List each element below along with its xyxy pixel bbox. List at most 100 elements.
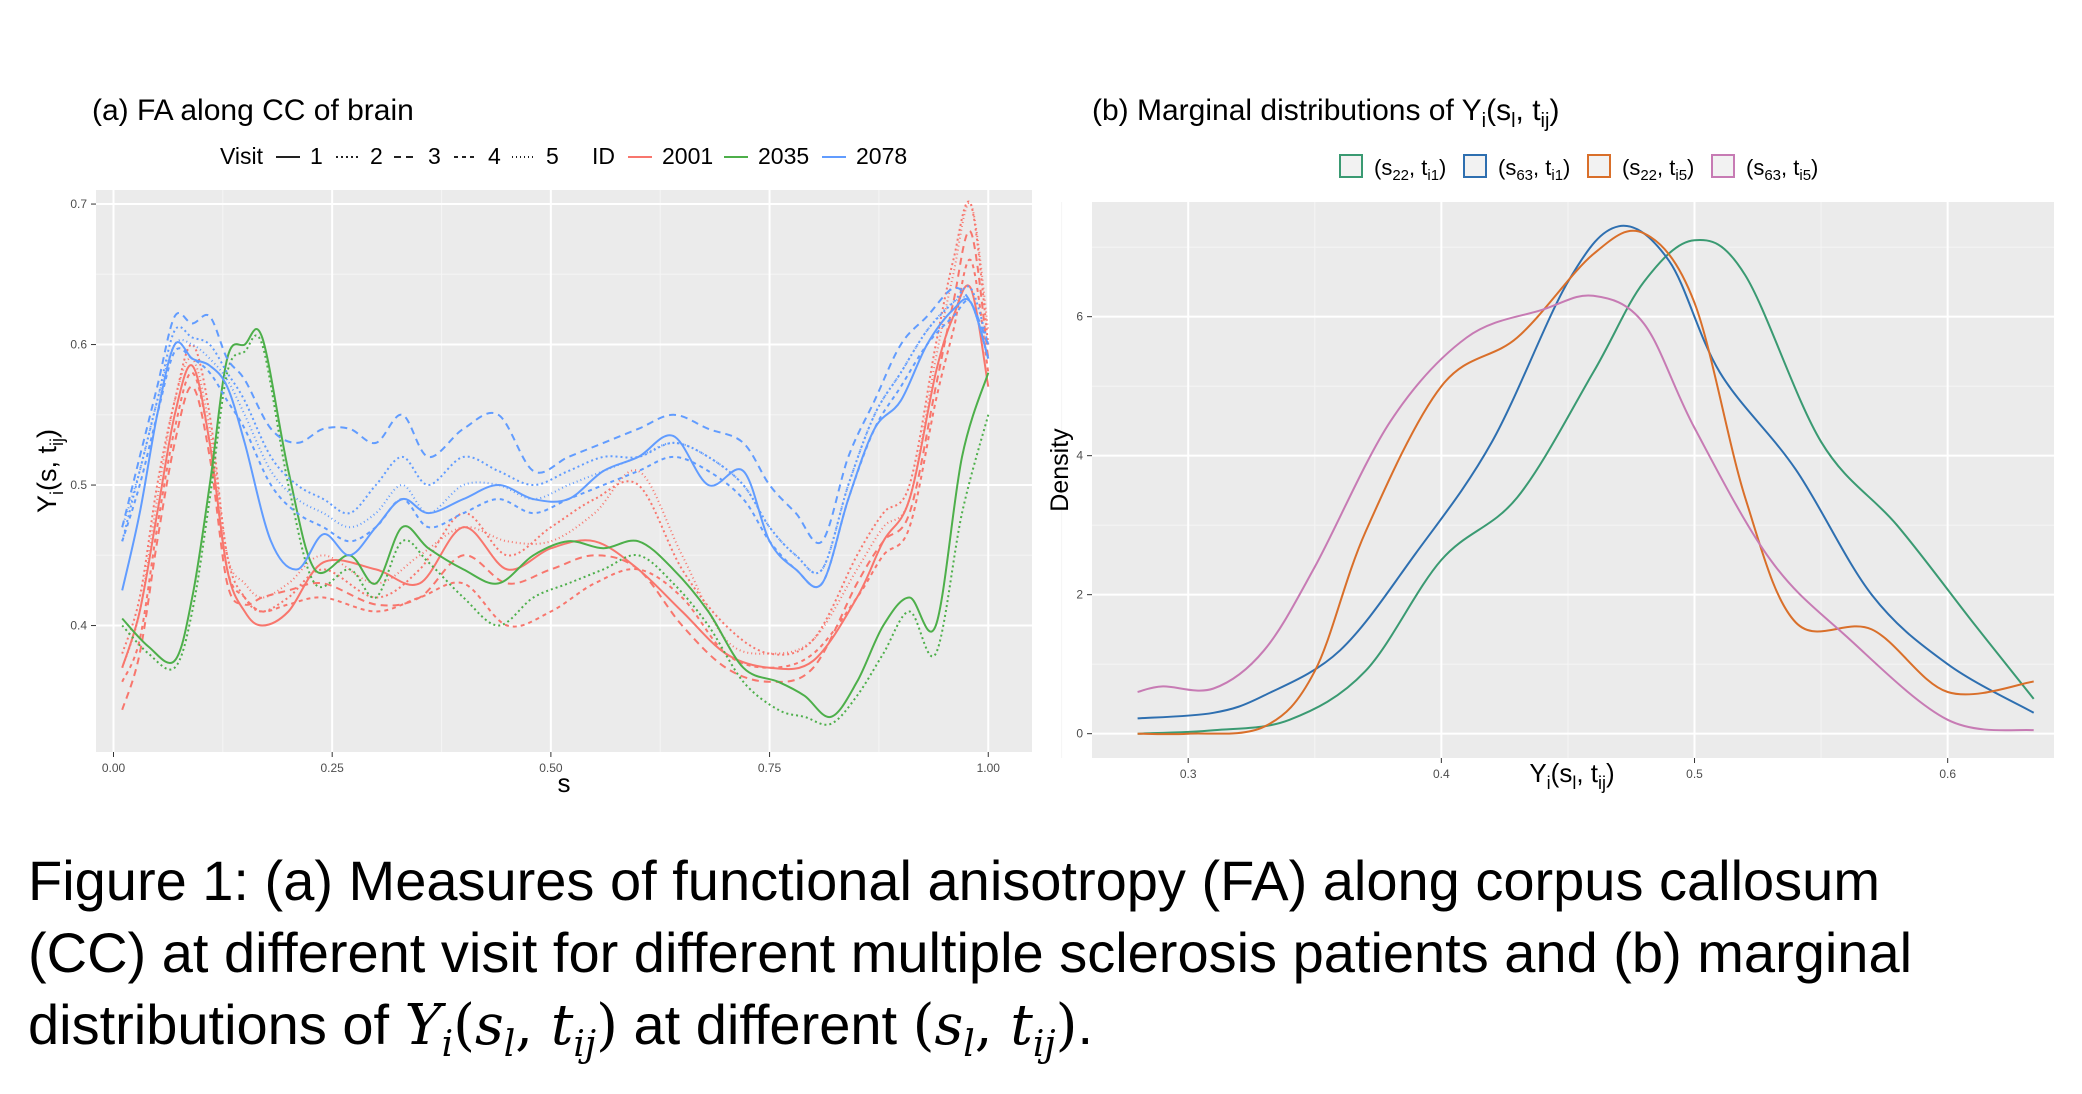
series-id-2001-visit-2: [121, 200, 990, 656]
y-tick-label: 0.5: [70, 478, 87, 492]
legend-visit-title: Visit: [220, 143, 264, 169]
legend-s22-ti5-label: (s22, ti5): [1622, 155, 1694, 184]
y-tick-label: 0.7: [70, 197, 87, 211]
legend-id-title: ID: [592, 143, 615, 169]
series-s22-ti5: [1137, 229, 2034, 736]
caption-line-1: Figure 1: (a) Measures of functional ani…: [28, 849, 1880, 912]
legend-s63-ti1-key: [1463, 154, 1487, 178]
legend-s63-ti1-label: (s63, ti1): [1498, 155, 1570, 184]
legend-visit-5: 5: [512, 143, 559, 169]
y-label-sub-i: i: [47, 491, 67, 495]
legend-id-2001-label: 2001: [662, 143, 713, 169]
legend-visit-2-label: 2: [370, 143, 383, 169]
legend-visit-1: 1: [276, 143, 323, 169]
panel-b-title-sub-l: l: [1511, 110, 1515, 132]
panel-b-legend: (s22, ti1) (s63, ti1) (s22, ti5) (s63, t…: [1339, 154, 1818, 184]
x-tick-label: 0.6: [1939, 767, 1956, 781]
panel-b-title-sub-ij: ij: [1541, 110, 1550, 132]
legend-visit-4: 4: [454, 143, 501, 169]
y-tick-label: 0: [1076, 727, 1083, 741]
panel-b-grid: [1061, 202, 2054, 758]
legend-s63-ti5-key: [1711, 154, 1735, 178]
caption-math-2: (sl, tij): [912, 993, 1078, 1066]
legend-id-2078-label: 2078: [856, 143, 907, 169]
panel-b-y-axis-label: Density: [1046, 428, 1074, 512]
panel-b-title-close: ): [1549, 94, 1559, 127]
panel-b-title-args: (s: [1486, 94, 1511, 127]
y-tick-label: 2: [1076, 588, 1083, 602]
legend-s63-ti5: (s63, ti5): [1711, 154, 1818, 184]
series-id-2078-visit-5: [121, 296, 990, 575]
series-id-2001-visit-3: [121, 230, 990, 711]
series-s63-ti1: [1137, 224, 2035, 720]
legend-s63-ti1: (s63, ti1): [1463, 154, 1570, 184]
series-id-2078-visit-3: [121, 286, 990, 545]
x-tick-label: 0.75: [758, 761, 782, 775]
legend-id-2035-label: 2035: [758, 143, 809, 169]
panel-a: (a) FA along CC of brain Visit 1 2 3 4 5: [32, 94, 1032, 798]
caption-math-1: Yi(sl, tij): [404, 993, 618, 1066]
legend-visit-3-label: 3: [428, 143, 441, 169]
panel-b-title-mid: , t: [1516, 94, 1542, 127]
legend-visit-4-label: 4: [488, 143, 501, 169]
panel-b-plot-bg: [1092, 202, 2054, 758]
y-tick-label: 0.6: [70, 338, 87, 352]
legend-visit-1-label: 1: [310, 143, 323, 169]
panel-b-ticks: 0.3 0.4 0.5 0.6 0 2 4 6: [1076, 310, 1956, 781]
legend-s22-ti5: (s22, ti5): [1587, 154, 1694, 184]
series-id-2001-visit-5: [121, 202, 990, 669]
panel-b-x-axis-label: Yi(sl, tij): [1529, 758, 1614, 793]
panel-a-x-axis-label: s: [558, 768, 571, 798]
series-id-2001-visit-1: [121, 284, 990, 671]
legend-id-2035: 2035: [724, 143, 809, 169]
y-label-sub-ij: ij: [47, 438, 67, 446]
panel-b-series: [1137, 224, 2035, 736]
legend-visit-5-label: 5: [546, 143, 559, 169]
y-tick-label: 4: [1076, 449, 1083, 463]
legend-s22-ti1: (s22, ti1): [1339, 154, 1446, 184]
panel-a-ticks: 0.00 0.25 0.50 0.75 1.00 0.4 0.5 0.6 0.7: [70, 197, 1000, 775]
series-s63-ti5: [1137, 294, 2034, 732]
legend-id-2078: 2078: [822, 143, 907, 169]
legend-s63-ti5-label: (s63, ti5): [1746, 155, 1818, 184]
y-label-y: Y: [32, 495, 62, 513]
series-id-2001-visit-4: [121, 258, 990, 683]
y-label-close: ): [32, 429, 62, 438]
caption-line-2: (CC) at different visit for different mu…: [28, 921, 1913, 984]
legend-s22-ti1-key: [1339, 154, 1363, 178]
series-id-2078-visit-4: [121, 299, 990, 589]
panel-a-grid: [96, 190, 1032, 752]
x-tick-label: 0.3: [1180, 767, 1197, 781]
legend-s22-ti5-key: [1587, 154, 1611, 178]
y-tick-label: 0.4: [70, 619, 87, 633]
panel-b-title-sub-i: i: [1482, 110, 1486, 132]
x-tick-label: 0.25: [321, 761, 345, 775]
legend-s22-ti1-label: (s22, ti1): [1374, 155, 1446, 184]
series-id-2078-visit-2: [121, 285, 990, 575]
legend-visit-3: 3: [394, 143, 441, 169]
figure-caption: Figure 1: (a) Measures of functional ani…: [28, 845, 2058, 1081]
legend-id-2001: 2001: [628, 143, 713, 169]
x-tick-label: 0.50: [539, 761, 563, 775]
panel-b-title: (b) Marginal distributions of Yi(sl, tij…: [1092, 94, 1559, 132]
x-tick-label: 0.00: [102, 761, 126, 775]
panel-b: (b) Marginal distributions of Yi(sl, tij…: [1046, 94, 2054, 793]
panel-a-legend: Visit 1 2 3 4 5 ID: [220, 143, 907, 169]
x-tick-label: 0.5: [1686, 767, 1703, 781]
legend-visit-2: 2: [336, 143, 383, 169]
x-tick-label: 0.4: [1433, 767, 1450, 781]
panel-a-title: (a) FA along CC of brain: [92, 94, 414, 127]
x-tick-label: 1.00: [977, 761, 1001, 775]
panel-a-series: [121, 200, 990, 726]
svg-text:Yi(s, tij): Yi(s, tij): [32, 429, 67, 513]
series-id-2078-visit-1: [121, 298, 990, 591]
series-id-2035-visit-1: [121, 328, 990, 718]
panel-b-title-main: (b) Marginal distributions of Y: [1092, 94, 1482, 127]
y-label-args: (s, t: [32, 445, 62, 490]
y-tick-label: 6: [1076, 310, 1083, 324]
series-id-2035-visit-2: [121, 334, 990, 726]
caption-line-3: distributions of Yi(sl, tij) at differen…: [28, 993, 1093, 1066]
panel-a-y-axis-label: Yi(s, tij): [32, 429, 67, 513]
series-s22-ti1: [1137, 238, 2035, 735]
